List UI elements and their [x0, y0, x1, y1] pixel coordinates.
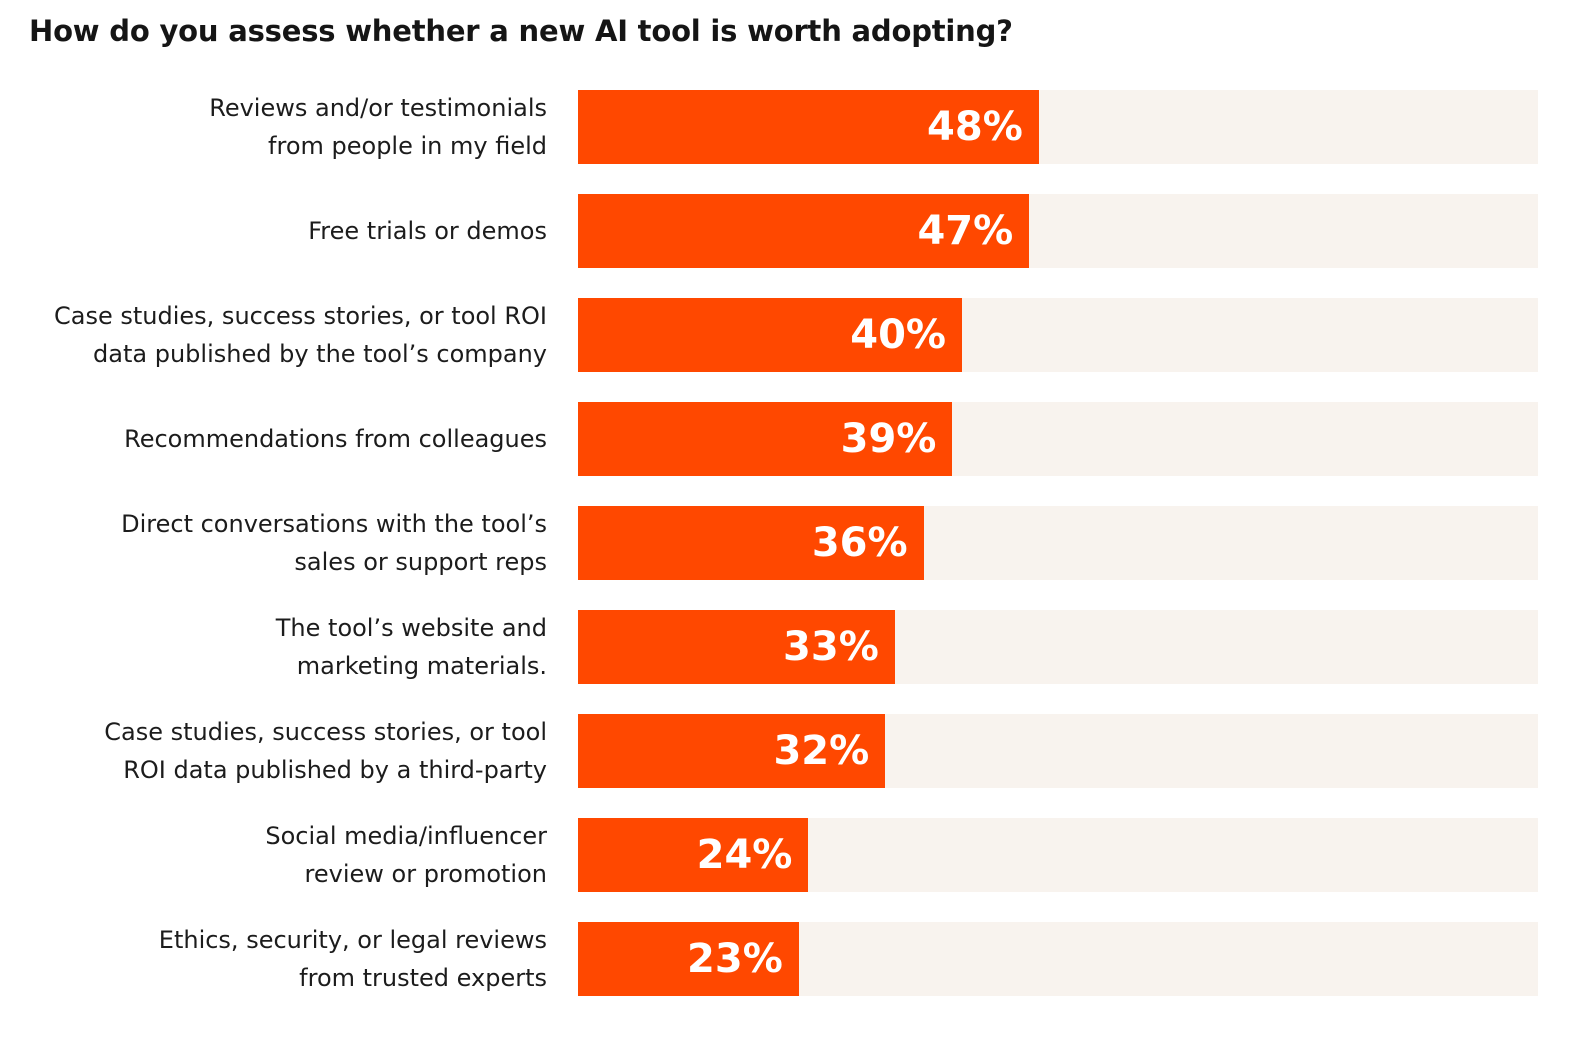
- value-label: 47%: [917, 208, 1014, 254]
- bar-track: 36%: [578, 506, 1538, 580]
- bar-track: 48%: [578, 90, 1538, 164]
- bar: 47%: [578, 194, 1030, 268]
- bar: 24%: [578, 818, 809, 892]
- value-label: 32%: [773, 728, 870, 774]
- value-label: 24%: [696, 832, 793, 878]
- category-label: Ethics, security, or legal reviews from …: [158, 926, 547, 992]
- bar: 32%: [578, 714, 886, 788]
- category-label: Case studies, success stories, or tool R…: [104, 718, 547, 784]
- category-label: Social media/influencer review or promot…: [265, 822, 547, 888]
- bar-row: Ethics, security, or legal reviews from …: [0, 922, 1572, 996]
- value-label: 40%: [850, 312, 946, 358]
- bar-track: 23%: [578, 922, 1538, 996]
- chart-title: How do you assess whether a new AI tool …: [29, 14, 1013, 48]
- category-label: Direct conversations with the tool’s sal…: [121, 510, 547, 576]
- category-label: Case studies, success stories, or tool R…: [54, 302, 547, 368]
- bar-row: Case studies, success stories, or tool R…: [0, 298, 1572, 372]
- bar-track: 47%: [578, 194, 1538, 268]
- bar: 48%: [578, 90, 1039, 164]
- bar: 40%: [578, 298, 962, 372]
- bar: 33%: [578, 610, 895, 684]
- value-label: 39%: [840, 416, 937, 462]
- value-label: 48%: [927, 104, 1023, 150]
- bar: 23%: [578, 922, 799, 996]
- bar-row: Social media/influencer review or promot…: [0, 818, 1572, 892]
- bar-track: 33%: [578, 610, 1538, 684]
- category-label: Reviews and/or testimonials from people …: [209, 94, 547, 160]
- bar-row: Direct conversations with the tool’s sal…: [0, 506, 1572, 580]
- category-label: The tool’s website and marketing materia…: [275, 614, 547, 680]
- bar-track: 32%: [578, 714, 1538, 788]
- bar-track: 24%: [578, 818, 1538, 892]
- bar-row: Reviews and/or testimonials from people …: [0, 90, 1572, 164]
- bar-row: Recommendations from colleagues 39%: [0, 402, 1572, 476]
- bar-track: 39%: [578, 402, 1538, 476]
- bar: 39%: [578, 402, 953, 476]
- value-label: 33%: [783, 624, 879, 670]
- bar: 36%: [578, 506, 924, 580]
- category-label: Free trials or demos: [308, 217, 547, 245]
- value-label: 23%: [687, 936, 783, 982]
- bar-row: The tool’s website and marketing materia…: [0, 610, 1572, 684]
- value-label: 36%: [811, 520, 908, 566]
- bar-row: Case studies, success stories, or tool R…: [0, 714, 1572, 788]
- bar-row: Free trials or demos 47%: [0, 194, 1572, 268]
- category-label: Recommendations from colleagues: [124, 425, 547, 453]
- bar-track: 40%: [578, 298, 1538, 372]
